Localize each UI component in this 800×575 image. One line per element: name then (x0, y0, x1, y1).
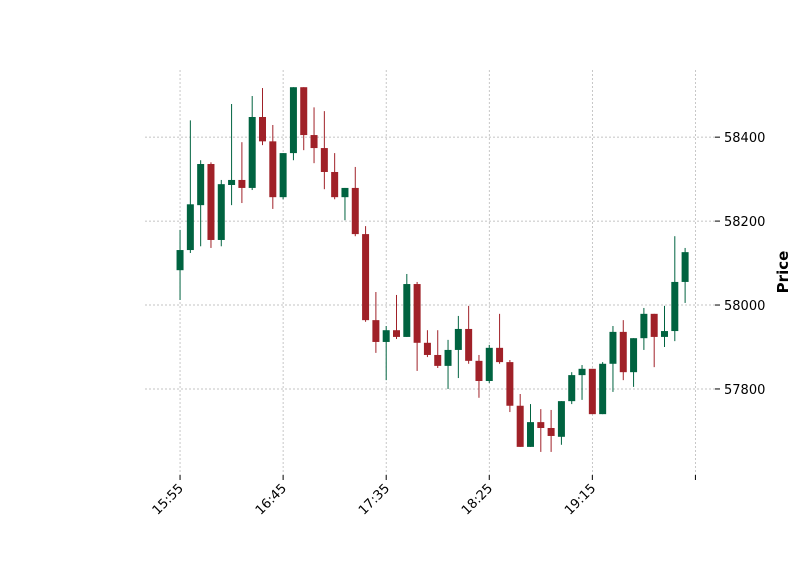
candle-body (454, 328, 462, 350)
candle-body (465, 328, 473, 361)
y-tick-label: 57800 (724, 383, 765, 398)
candle-body (557, 401, 565, 437)
y-tick-label: 58200 (724, 215, 765, 230)
candle-body (207, 164, 215, 240)
candle-body (526, 422, 534, 447)
candle-body (516, 405, 524, 447)
x-tick-label: 16:45 (253, 481, 290, 518)
candle-body (269, 141, 277, 198)
candle-body (351, 187, 359, 235)
candle-body (310, 135, 318, 149)
candle-body (475, 360, 483, 381)
y-axis-label: Price (774, 251, 792, 294)
candle-body (372, 320, 380, 342)
candle-body (403, 284, 411, 337)
candle-body (382, 330, 390, 342)
candle-body (217, 184, 225, 240)
candle-body (496, 347, 504, 363)
candle-body (640, 313, 648, 339)
candle-body (197, 164, 205, 206)
candle-body (578, 368, 586, 376)
candle-body (434, 354, 442, 366)
candle-body (609, 331, 617, 364)
candle-body (681, 252, 689, 282)
candle-body (228, 179, 236, 185)
candle-body (279, 153, 287, 198)
y-tick-label: 58400 (724, 131, 765, 146)
candle-body (300, 87, 308, 136)
candle-body (485, 347, 493, 381)
candle-body (630, 338, 638, 373)
x-tick-label: 19:15 (562, 481, 599, 518)
candle-body (588, 368, 596, 415)
candle-body (671, 281, 679, 332)
x-tick-label: 15:55 (150, 481, 187, 518)
candle-body (176, 250, 184, 271)
x-tick-label: 18:25 (459, 481, 496, 518)
candle-body (248, 117, 256, 188)
candle-body (362, 234, 370, 321)
candle-body (444, 349, 452, 366)
candle-body (547, 427, 555, 436)
candle-body (331, 171, 339, 198)
candle-body (650, 313, 658, 337)
candle-body (599, 363, 607, 415)
candle-body (289, 87, 297, 154)
x-tick-label: 17:35 (356, 481, 393, 518)
candle-body (423, 342, 431, 355)
candle-body (320, 148, 328, 172)
y-tick-label: 58000 (724, 299, 765, 314)
candle-body (341, 187, 349, 198)
candle-body (506, 362, 514, 406)
candle-body (186, 204, 194, 251)
candle-body (660, 331, 668, 337)
candle-body (413, 284, 421, 343)
candle-body (393, 330, 401, 337)
candle-body (568, 375, 576, 402)
candle-body (537, 422, 545, 428)
candle-body (259, 117, 267, 142)
candle-body (619, 331, 627, 373)
candle-body (238, 179, 246, 188)
